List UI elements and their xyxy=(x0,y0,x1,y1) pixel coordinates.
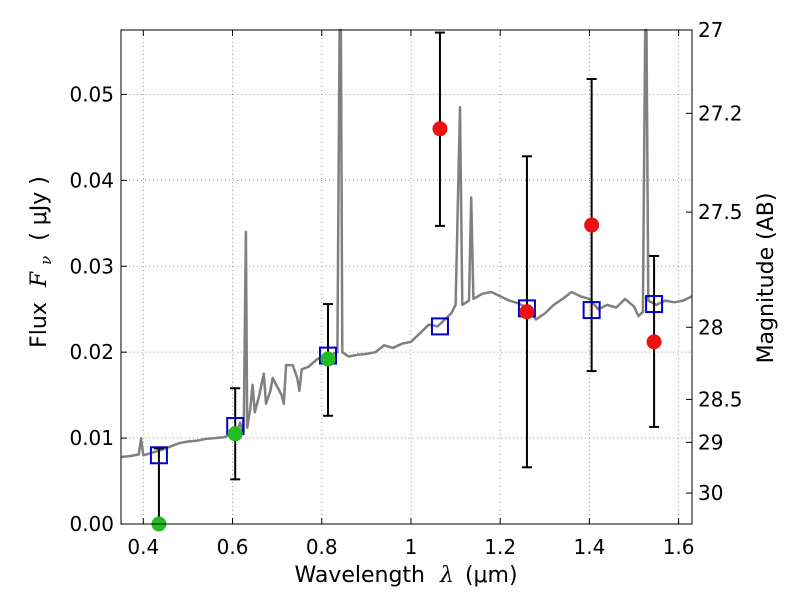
model-spectrum xyxy=(120,28,693,459)
x-label-unit: (μm) xyxy=(465,563,518,588)
model-photometry-square xyxy=(149,446,168,465)
y-tick-label: 0.01 xyxy=(69,426,114,450)
x-tick-label: 0.8 xyxy=(306,535,338,559)
right-tick-label: 28.5 xyxy=(698,387,743,411)
plot-frame xyxy=(120,29,693,525)
y-label-symbol: F xyxy=(27,271,52,288)
y-label-subscript: ν xyxy=(37,256,55,265)
right-tick-label: 28 xyxy=(698,315,723,339)
y-label-text: Flux xyxy=(27,302,52,348)
red-data-point xyxy=(519,304,535,320)
x-tick-label: 1 xyxy=(405,535,418,559)
model-photometry-square xyxy=(582,301,601,320)
red-data-point xyxy=(432,121,448,137)
y-axis-label: Flux F ν ( μJy ) xyxy=(27,176,57,348)
y-tick-label: 0.03 xyxy=(69,254,114,278)
x-label-text: Wavelength xyxy=(294,563,425,588)
photometry-points xyxy=(149,31,664,532)
x-tick-label: 0.4 xyxy=(127,535,159,559)
x-label-symbol: λ xyxy=(439,563,454,588)
model-photometry-square xyxy=(430,317,449,336)
y-tick-label: 0.02 xyxy=(69,340,114,364)
model-spectrum-line xyxy=(120,28,693,459)
green-data-point xyxy=(227,426,243,442)
y-tick-label: 0.05 xyxy=(69,82,114,106)
red-data-point xyxy=(646,334,662,350)
x-tick-label: 1.6 xyxy=(663,535,695,559)
y-tick-label: 0.00 xyxy=(69,512,114,536)
right-tick-label: 27 xyxy=(698,18,723,42)
x-tick-label: 1.2 xyxy=(484,535,516,559)
y-tick-label: 0.04 xyxy=(69,168,114,192)
right-tick-label: 30 xyxy=(698,481,723,505)
grid-lines xyxy=(121,30,692,525)
x-axis-label: Wavelength λ (μm) xyxy=(294,563,517,588)
x-tick-label: 1.4 xyxy=(573,535,605,559)
x-tick-label: 0.6 xyxy=(217,535,249,559)
axis-ticks: 0.4 0.6 0.8 1 1.2 1.4 1.6 0.00 0.01 0.02 0.03 0.04 0… xyxy=(69,18,742,559)
right-tick-label: 27.2 xyxy=(698,101,743,125)
right-tick-label: 29 xyxy=(698,430,723,454)
green-data-point xyxy=(320,351,336,367)
model-photometry-square xyxy=(645,295,664,314)
right-tick-label: 27.5 xyxy=(698,200,743,224)
y-label-unit: ( μJy ) xyxy=(27,176,52,241)
right-axis-label: Magnitude (AB) xyxy=(754,193,779,364)
red-data-point xyxy=(584,217,600,233)
